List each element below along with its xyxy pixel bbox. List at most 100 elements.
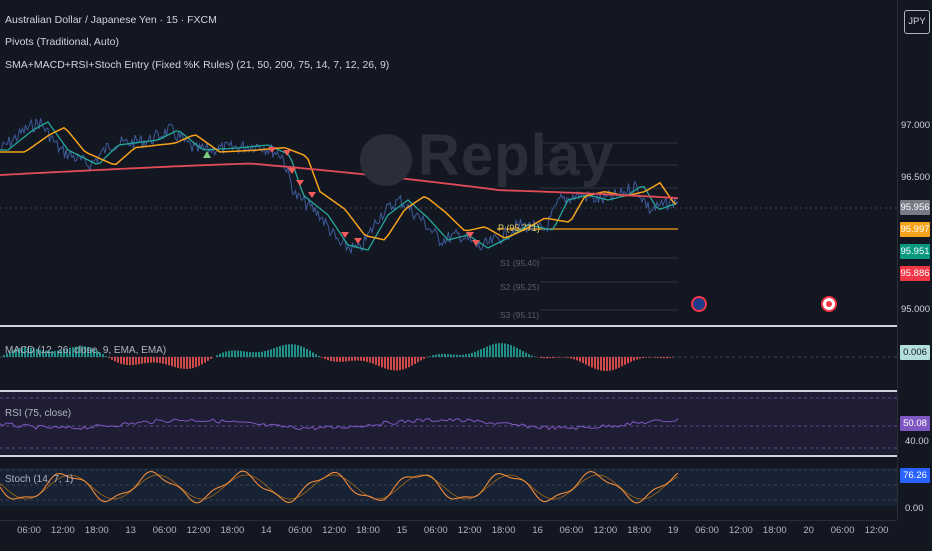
macd-bar [633, 357, 635, 361]
record-event-icon[interactable] [821, 296, 837, 312]
macd-bar [237, 351, 239, 357]
macd-bar [336, 357, 338, 362]
pane-separator-stoch[interactable] [0, 455, 932, 457]
rsi-level-label: 40.00 [905, 436, 932, 447]
macd-bar [474, 352, 476, 357]
pivots-indicator-title[interactable]: Pivots (Traditional, Auto) [5, 36, 119, 48]
time-label: 12:00 [865, 525, 889, 536]
macd-bar [459, 355, 461, 357]
pivot-s3-label: S3 (95.11) [500, 310, 539, 320]
macd-bar [180, 357, 182, 369]
time-label: 18:00 [221, 525, 245, 536]
macd-bar [621, 357, 623, 366]
price-label-96500: 96.500 [901, 172, 930, 183]
macd-bar [603, 357, 605, 371]
flag-event-icon[interactable] [691, 296, 707, 312]
macd-bar [558, 357, 560, 358]
macd-bar [588, 357, 590, 366]
macd-bar [381, 357, 383, 367]
rsi-title[interactable]: RSI (75, close) [5, 408, 71, 419]
macd-bar [246, 352, 248, 357]
macd-bar [276, 347, 278, 357]
macd-value-tag: 0.006 [900, 345, 930, 360]
macd-bar [564, 357, 566, 358]
macd-bar [507, 344, 509, 357]
macd-bar [624, 357, 626, 365]
macd-bar [171, 357, 173, 366]
macd-bar [501, 343, 503, 357]
macd-bar [579, 357, 581, 362]
macd-bar [240, 351, 242, 357]
time-label: 18:00 [763, 525, 787, 536]
macd-bar [207, 357, 209, 361]
macd-bar [387, 357, 389, 369]
macd-bar [222, 353, 224, 357]
macd-bar [666, 357, 668, 358]
macd-bar [306, 349, 308, 357]
macd-bar [297, 345, 299, 357]
macd-bar [465, 354, 467, 357]
pane-separator-macd[interactable] [0, 325, 932, 327]
strategy-indicator-title[interactable]: SMA+MACD+RSI+Stoch Entry (Fixed %K Rules… [5, 59, 389, 71]
macd-bar [384, 357, 386, 368]
macd-bar [606, 357, 608, 371]
macd-bar [582, 357, 584, 363]
macd-bar [216, 355, 218, 357]
macd-bar [321, 357, 323, 358]
sell-signal-marker [354, 238, 362, 244]
macd-bar [657, 357, 659, 358]
time-label: 12:00 [187, 525, 211, 536]
time-label: 19 [668, 525, 679, 536]
time-label: 06:00 [153, 525, 177, 536]
rsi-value-tag: 50.08 [900, 416, 930, 431]
macd-bar [438, 354, 440, 357]
sma21-price-tag: 95.951 [900, 244, 930, 259]
macd-bar [408, 357, 410, 367]
macd-bar [585, 357, 587, 365]
sma200-price-tag: 95.886 [900, 266, 930, 281]
currency-button[interactable]: JPY [904, 10, 930, 34]
pane-separator-rsi[interactable] [0, 390, 932, 392]
macd-bar [570, 357, 572, 358]
time-label: 12:00 [458, 525, 482, 536]
time-label: 14 [261, 525, 272, 536]
macd-bar [546, 357, 548, 358]
macd-bar [303, 347, 305, 357]
macd-bar [420, 357, 422, 361]
time-label: 18:00 [627, 525, 651, 536]
stoch-title[interactable]: Stoch (14, 7, 1) [5, 474, 73, 485]
macd-bar [195, 357, 197, 367]
macd-bar [138, 357, 140, 364]
macd-bar [312, 352, 314, 357]
sell-signal-marker [296, 180, 304, 186]
symbol-title[interactable]: Australian Dollar / Japanese Yen · 15 · … [5, 14, 217, 26]
rsi-band [0, 392, 897, 454]
macd-bar [330, 357, 332, 361]
macd-bar [177, 357, 179, 368]
macd-bar [495, 344, 497, 357]
macd-bar [654, 357, 656, 358]
macd-bar [396, 357, 398, 370]
macd-bar [318, 356, 320, 357]
macd-bar [144, 357, 146, 363]
macd-bar [117, 357, 119, 363]
macd-bar [378, 357, 380, 366]
macd-bar [315, 354, 317, 357]
macd-title[interactable]: MACD (12, 26, close, 9, EMA, EMA) [5, 345, 166, 356]
macd-bar [105, 356, 107, 357]
macd-bar [645, 357, 647, 358]
time-label: 13 [125, 525, 136, 536]
macd-bar [165, 357, 167, 364]
macd-bar [189, 357, 191, 369]
macd-bar [531, 356, 533, 357]
macd-bar [471, 353, 473, 357]
macd-bar [111, 357, 113, 360]
macd-bar [291, 344, 293, 357]
macd-bar [210, 357, 212, 359]
price-chart[interactable] [0, 0, 897, 520]
time-label: 20 [803, 525, 814, 536]
macd-bar [108, 357, 110, 358]
macd-bar [567, 357, 569, 358]
macd-bar [123, 357, 125, 365]
